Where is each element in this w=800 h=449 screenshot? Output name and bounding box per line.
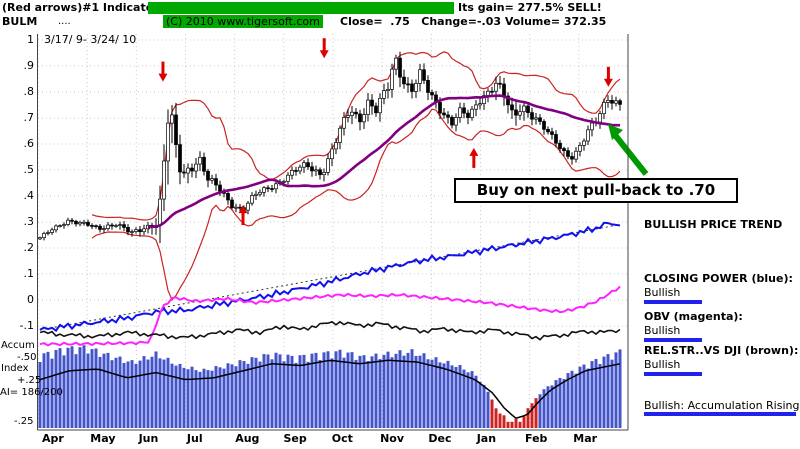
indicator-label: (Red arrows)#1 Indicator= bbox=[2, 1, 168, 14]
rel-str-status: Bullish bbox=[644, 358, 681, 371]
obv-underline bbox=[644, 338, 702, 342]
gain-sell-label: Its gain= 277.5% SELL! bbox=[458, 1, 602, 14]
quote-summary: Close= .75 Change=-.03 Volume= 372.35 bbox=[340, 15, 607, 28]
accum-scale-bottom: -.25 bbox=[14, 416, 34, 427]
obv-label: OBV (magenta): bbox=[644, 310, 743, 323]
closing-power-label: CLOSING POWER (blue): bbox=[644, 272, 793, 285]
accum-status: Bullish: Accumulation Rising bbox=[644, 399, 800, 412]
accum-label-line1: Accum bbox=[1, 340, 35, 351]
rel-str-underline bbox=[644, 372, 702, 376]
closing-power-underline bbox=[644, 300, 702, 304]
accum-ai-value: AI= 186/200 bbox=[0, 387, 63, 398]
accum-underline bbox=[644, 412, 796, 416]
closing-power-status: Bullish bbox=[644, 286, 681, 299]
obv-status: Bullish bbox=[644, 324, 681, 337]
ticker-symbol: BULM bbox=[2, 15, 38, 28]
accum-scale-top: -.50 bbox=[17, 352, 37, 363]
price-trend-label: BULLISH PRICE TREND bbox=[644, 218, 783, 231]
ticker-dots: .... bbox=[58, 16, 71, 27]
copyright-banner: (C) 2010 www.tigersoft.com bbox=[163, 15, 323, 28]
redacted-indicator-bar bbox=[148, 2, 454, 14]
rel-str-label: REL.STR..VS DJI (brown): bbox=[644, 344, 799, 357]
date-range: 3/17/ 9- 3/24/ 10 bbox=[44, 33, 137, 46]
accum-label-line2: Index bbox=[1, 363, 29, 374]
annotation-callout: Buy on next pull-back to .70 bbox=[454, 178, 738, 203]
accum-scale-mid: +.25 bbox=[17, 375, 42, 386]
